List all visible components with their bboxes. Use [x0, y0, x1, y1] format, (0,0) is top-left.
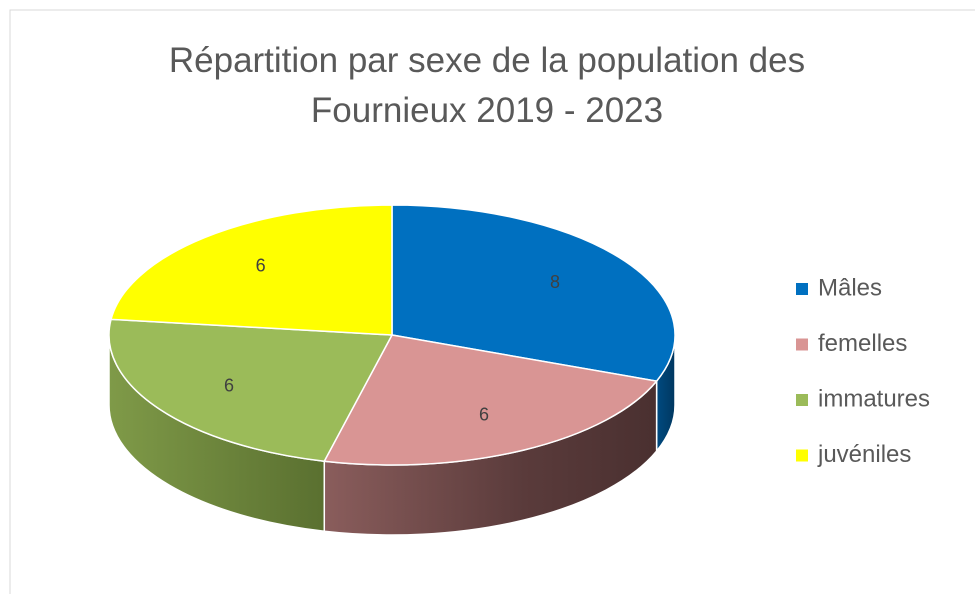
pie-slice	[110, 204, 393, 336]
legend-label: Mâles	[818, 274, 882, 301]
legend-label: femelles	[818, 330, 907, 357]
data-label: 6	[224, 375, 234, 395]
pie-slice	[323, 334, 659, 466]
data-label: 6	[479, 404, 489, 424]
pie-slice	[108, 318, 394, 463]
legend-label: immatures	[818, 385, 930, 412]
legend-swatch	[796, 394, 808, 406]
pie-slice	[391, 204, 676, 382]
legend-swatch	[796, 449, 808, 462]
legend-label: juvéniles	[817, 441, 911, 468]
legend-swatch	[796, 338, 808, 351]
legend-swatch	[796, 283, 808, 295]
data-label: 6	[256, 256, 266, 276]
data-label: 8	[550, 272, 560, 292]
chart-border	[9, 9, 975, 594]
chart-title: Répartition par sexe de la population de…	[168, 41, 806, 130]
